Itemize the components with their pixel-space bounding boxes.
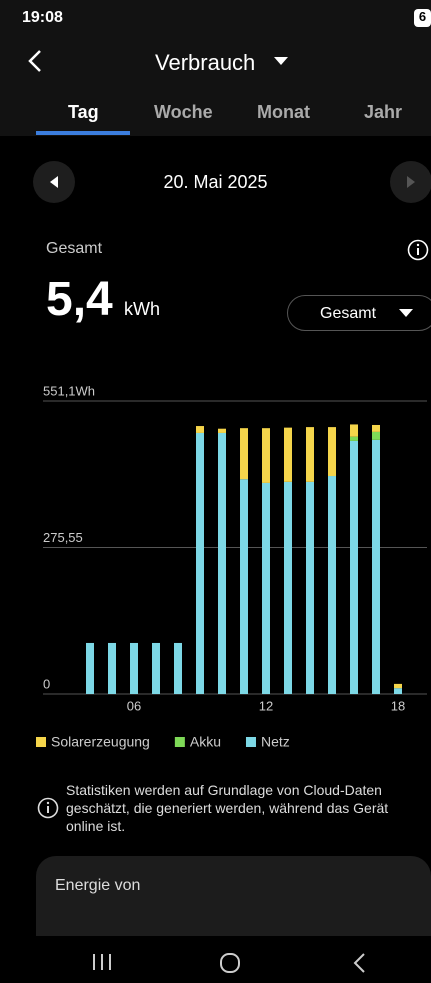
filter-label: Gesamt — [320, 305, 377, 322]
filter-dropdown[interactable]: Gesamt — [287, 295, 431, 331]
dropdown-arrow — [399, 309, 413, 317]
legend-swatch — [245, 737, 256, 747]
bar-segment — [350, 424, 358, 437]
bar-segment — [108, 642, 116, 694]
bar-segment — [284, 427, 292, 482]
date: 20. Mai 2025 — [163, 172, 268, 192]
bar-segment — [284, 481, 292, 694]
info-text: Statistiken werden auf Grundlage von Clo… — [66, 782, 389, 834]
bar-segment — [240, 428, 248, 480]
prev-day[interactable] — [33, 161, 75, 203]
bar-segment — [372, 431, 380, 440]
bar-segment — [372, 424, 380, 432]
bar-segment — [262, 482, 270, 694]
bar-segment — [394, 688, 402, 694]
battery: 6 — [414, 9, 431, 27]
nav-bar — [0, 936, 431, 983]
x-tick-label: 06 — [127, 698, 141, 713]
chart: 0 275,55 551,1Wh 06 12 18 Solarerzeugung Akku Ne… — [36, 383, 427, 750]
bar-segment — [218, 432, 226, 694]
nav-back[interactable] — [350, 952, 370, 974]
bar-segment — [394, 683, 402, 689]
energy-card: Energie von — [36, 856, 431, 936]
nav-recent[interactable] — [90, 952, 114, 972]
bar-segment — [350, 436, 358, 441]
y-tick-label: 551,1Wh — [43, 383, 95, 398]
back-button[interactable] — [24, 48, 48, 74]
bar-segment — [174, 642, 182, 694]
bar-segment — [196, 426, 204, 433]
info-icon[interactable] — [407, 239, 429, 261]
tab[interactable]: Woche — [154, 102, 213, 122]
tab[interactable]: Jahr — [364, 102, 403, 122]
bar-segment — [218, 428, 226, 433]
bar-segment — [306, 427, 314, 482]
y-tick-label: 275,55 — [43, 530, 83, 545]
summary-unit: kWh — [124, 299, 160, 319]
tab[interactable]: Tag — [68, 102, 99, 122]
info-icon — [37, 797, 59, 819]
bar-segment — [86, 642, 94, 694]
legend-swatch — [36, 737, 46, 747]
page-title[interactable]: Verbrauch — [155, 50, 256, 75]
bar-segment — [306, 481, 314, 694]
summary-value: 5,4 — [46, 273, 113, 326]
legend-label: Akku — [190, 734, 221, 750]
y-tick-label: 0 — [43, 676, 50, 691]
legend-label: Solarerzeugung — [51, 734, 150, 750]
dropdown-arrow[interactable] — [273, 56, 289, 66]
next-day[interactable] — [390, 161, 431, 203]
bar-segment — [372, 439, 380, 694]
tab-indicator — [36, 131, 130, 135]
bar-segment — [262, 428, 270, 483]
bar-segment — [328, 476, 336, 694]
header-bg — [0, 0, 431, 136]
bar-segment — [196, 432, 204, 694]
bar-segment — [350, 440, 358, 694]
nav-home[interactable] — [219, 952, 243, 974]
bar-segment — [152, 642, 160, 694]
bar-segment — [328, 427, 336, 477]
bar-segment — [130, 642, 138, 694]
bar-segment — [240, 479, 248, 694]
tab[interactable]: Monat — [257, 102, 310, 122]
x-tick-label: 12 — [259, 698, 273, 713]
status-time: 19:08 — [22, 9, 63, 26]
card-title: Energie von — [55, 877, 141, 894]
legend-label: Netz — [261, 734, 290, 750]
legend-swatch — [174, 737, 185, 747]
x-tick-label: 18 — [391, 698, 405, 713]
summary-label: Gesamt — [46, 240, 103, 257]
